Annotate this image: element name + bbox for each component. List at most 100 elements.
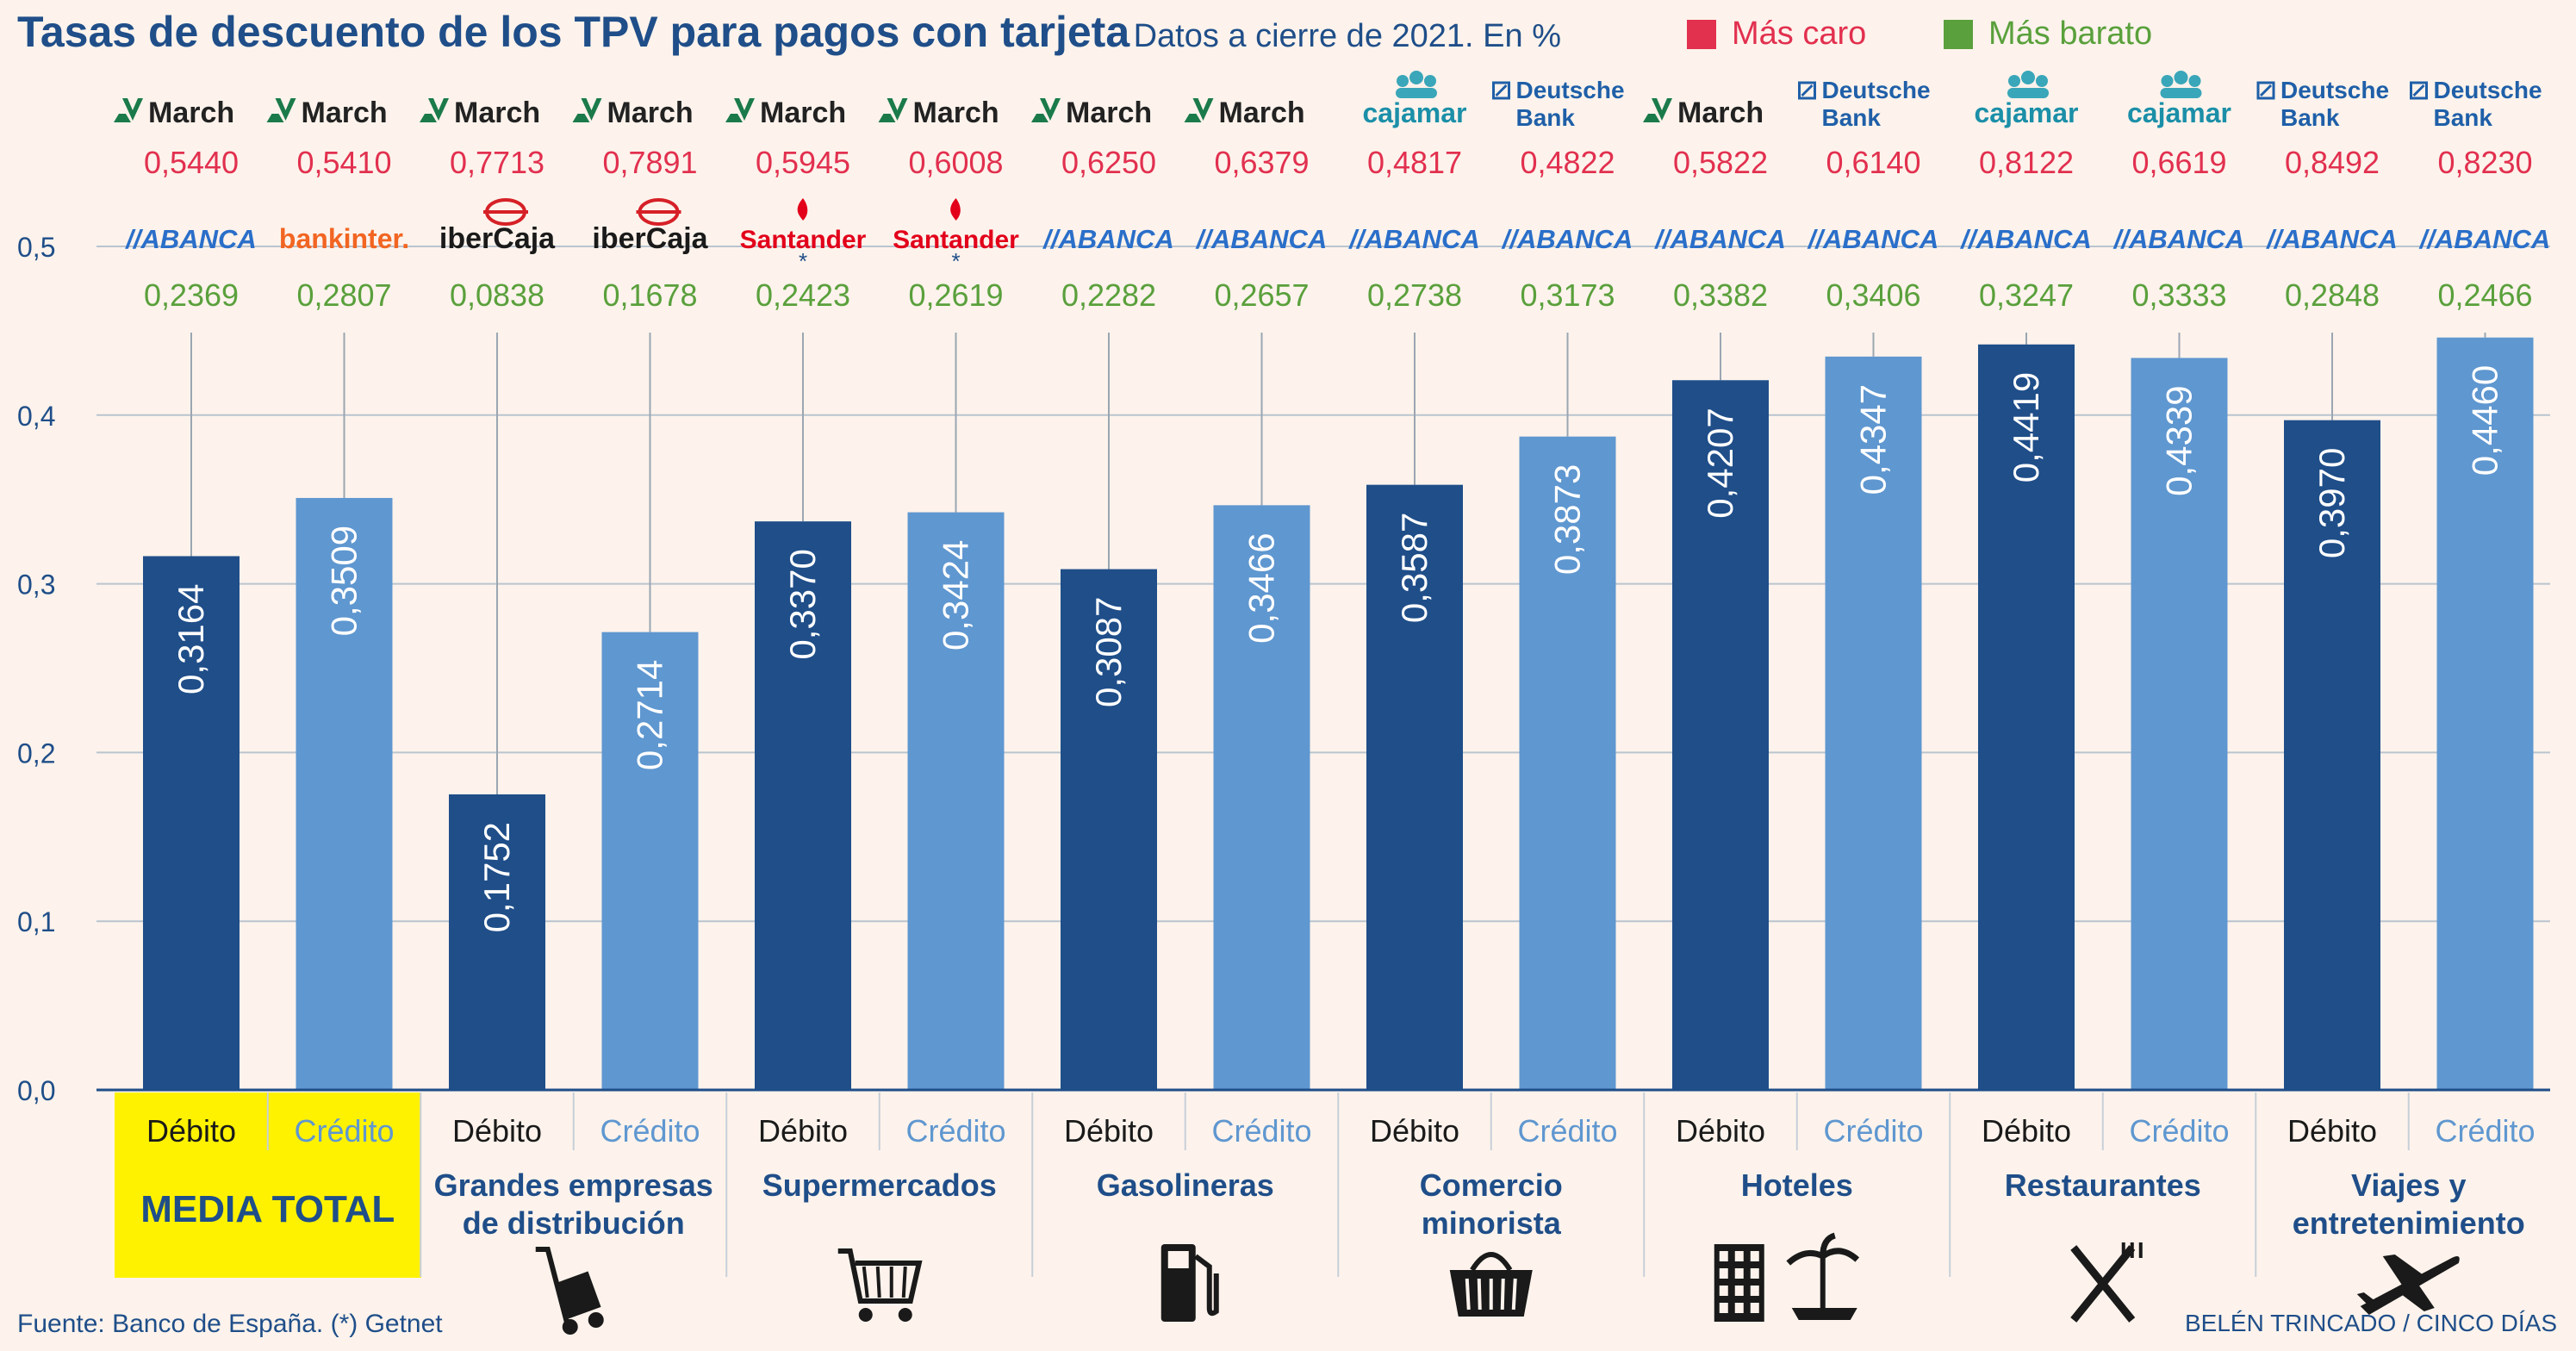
cheap-value-label: 0,2807: [296, 277, 391, 313]
hand-truck-wheel: [562, 1319, 578, 1335]
march-icon: [734, 98, 755, 121]
bank-logo: iberCaja: [439, 198, 556, 255]
bar-value-label: 0,1752: [476, 822, 517, 932]
bar: [2131, 358, 2228, 1090]
cheap-value-label: 0,0838: [450, 277, 544, 313]
bar: [1825, 356, 1922, 1090]
card-type-label: Crédito: [2435, 1113, 2535, 1149]
bank-logo: //ABANCA: [2265, 224, 2398, 254]
cheap-value-label: 0,2282: [1061, 277, 1156, 313]
bank-logo: March: [1643, 96, 1764, 129]
bar: [755, 521, 851, 1090]
cheap-value-label: 0,2466: [2437, 277, 2532, 313]
card-type-label: Crédito: [1517, 1113, 1617, 1149]
bar: [143, 556, 240, 1090]
march-icon-base: [1031, 114, 1048, 122]
bank-name: March: [148, 96, 234, 129]
cajamar-icon: [2161, 75, 2174, 87]
march-icon-base: [1643, 114, 1660, 122]
bank-logo: //ABANCA: [2112, 224, 2245, 254]
fork: [2070, 1245, 2136, 1323]
pump-window: [1167, 1251, 1189, 1268]
group-label: Restaurantes: [2005, 1167, 2201, 1203]
card-type-label: Débito: [1676, 1113, 1765, 1149]
march-icon-base: [878, 114, 896, 122]
cart-frame: [837, 1248, 923, 1304]
cart-grid: [901, 1266, 907, 1298]
group-label: Supermercados: [762, 1167, 997, 1203]
santander-note: *: [951, 248, 960, 274]
y-tick-label: 0,2: [17, 738, 55, 769]
bank-logo: cajamar: [1975, 71, 2079, 128]
legend-label-cheap: Más barato: [1988, 16, 2153, 52]
cheap-value-label: 0,3173: [1520, 277, 1615, 313]
expensive-value-label: 0,6379: [1214, 145, 1309, 180]
cajamar-icon-body: [2007, 88, 2049, 98]
deutsche-bank-icon-slash: [1801, 84, 1814, 97]
expensive-value-label: 0,7891: [602, 145, 697, 180]
expensive-value-label: 0,5945: [756, 145, 850, 180]
cheap-value-label: 0,2423: [756, 277, 850, 313]
hotel-window: [1734, 1286, 1744, 1296]
bank-name: cajamar: [1975, 97, 2079, 128]
santander-flame-icon: [797, 198, 808, 221]
bank-logo: Santander*: [893, 198, 1019, 274]
march-icon-base: [266, 114, 284, 122]
card-type-label: Débito: [1370, 1113, 1459, 1149]
basket-slot: [1511, 1278, 1517, 1311]
bank-logo: iberCaja: [592, 198, 709, 255]
cheap-value-label: 0,2848: [2285, 277, 2380, 313]
cheap-value-label: 0,3333: [2131, 277, 2226, 313]
bar-value-label: 0,4347: [1853, 384, 1894, 495]
expensive-value-label: 0,6140: [1826, 145, 1920, 180]
bar-value-label: 0,3424: [936, 540, 976, 651]
palm-leaves: [1786, 1232, 1860, 1266]
basket-slot: [1477, 1278, 1482, 1311]
bank-name-line: Deutsche: [2280, 77, 2389, 103]
y-tick-label: 0,4: [17, 401, 55, 432]
cheap-value-label: 0,2619: [908, 277, 1003, 313]
group-label: de distribución: [463, 1205, 685, 1241]
santander-note: *: [799, 248, 807, 274]
bar: [1213, 505, 1310, 1090]
bank-name: Santander: [740, 226, 867, 254]
bar: [1672, 380, 1769, 1090]
hotel-window: [1719, 1268, 1728, 1279]
bank-logo: March: [725, 96, 846, 129]
bar-value-label: 0,2714: [630, 660, 670, 770]
hotel-window: [1750, 1268, 1759, 1279]
deutsche-bank-icon: [2410, 81, 2428, 100]
bank-logo: //ABANCA: [124, 224, 257, 254]
pump-hose: [1193, 1254, 1219, 1317]
hotel-icon: [1714, 1232, 1860, 1322]
cheap-value-label: 0,2369: [144, 277, 239, 313]
march-icon-base: [572, 114, 590, 122]
fork-tines: [2121, 1242, 2143, 1258]
bank-name: March: [454, 96, 540, 129]
expensive-value-label: 0,6619: [2131, 145, 2226, 180]
santander-flame-icon: [950, 198, 961, 221]
card-type-label: Crédito: [905, 1113, 1005, 1149]
card-type-label: Débito: [1982, 1113, 2071, 1149]
hotel-window: [1719, 1303, 1728, 1313]
bank-name: March: [302, 96, 388, 129]
fuel-pump-icon: [1160, 1244, 1219, 1322]
bank-logo: March: [572, 96, 694, 129]
bar: [1978, 344, 2075, 1091]
bank-name: //ABANCA: [2418, 224, 2551, 254]
deutsche-bank-icon: [1492, 81, 1510, 100]
bank-name: //ABANCA: [1195, 224, 1328, 254]
bank-logo: March: [114, 96, 234, 129]
bank-logo: bankinter.: [279, 223, 409, 254]
bank-name-line: Bank: [2280, 104, 2340, 131]
bank-name: March: [1219, 96, 1305, 129]
bank-name-line: Deutsche: [2434, 77, 2542, 103]
shopping-cart-icon: [837, 1248, 923, 1322]
cart-grid: [862, 1266, 869, 1298]
bank-logo: //ABANCA: [1959, 224, 2092, 254]
bank-logo: March: [1184, 96, 1305, 129]
legend-swatch-expensive: [1687, 19, 1716, 49]
bank-name: //ABANCA: [1807, 224, 1939, 254]
expensive-value-label: 0,6250: [1061, 145, 1156, 180]
bank-logo: //ABANCA: [1195, 224, 1328, 254]
